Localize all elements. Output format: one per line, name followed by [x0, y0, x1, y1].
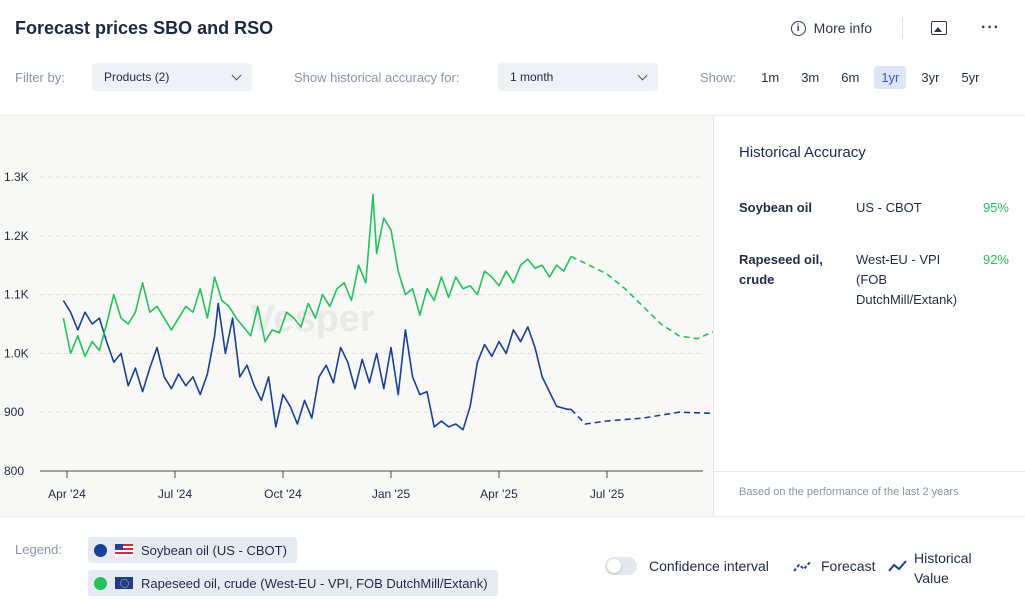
historical-accuracy-panel: Historical Accuracy Soybean oil US - CBO…: [713, 115, 1025, 516]
legend: Legend: Soybean oil (US - CBOT) Rapeseed…: [0, 516, 1025, 604]
series-color-dot: [94, 543, 107, 557]
x-tick-label: Jan '25: [372, 487, 411, 501]
accuracy-product: Soybean oil: [739, 200, 812, 215]
legend-item-label: Rapeseed oil, crude (West-EU - VPI, FOB …: [141, 575, 488, 591]
filter-row: Filter by: Products (2) Show historical …: [15, 63, 1005, 91]
range-selector: 1m 3m 6m 1yr 3yr 5yr: [746, 65, 986, 89]
accuracy-select[interactable]: 1 month: [498, 63, 658, 91]
chevron-down-icon: [231, 70, 242, 80]
forecast-line-icon: [793, 560, 812, 572]
eu-flag-icon: [115, 577, 133, 589]
confidence-interval-label: Confidence interval: [649, 558, 769, 574]
accuracy-product: Rapeseed oil, crude: [739, 252, 823, 287]
y-tick-label: 900: [4, 405, 24, 419]
range-button-3yr[interactable]: 3yr: [921, 69, 940, 85]
top-actions: i More info ···: [790, 18, 1000, 38]
info-icon: i: [790, 20, 806, 36]
accuracy-exchange: West-EU - VPI (FOB DutchMill/Extank): [856, 252, 958, 307]
range-button-5yr[interactable]: 5yr: [961, 69, 980, 85]
legend-item-rapeseed[interactable]: Rapeseed oil, crude (West-EU - VPI, FOB …: [88, 570, 498, 596]
y-tick-label: 1.2K: [4, 229, 29, 243]
series-historical-line-1: [62, 193, 572, 358]
x-tick-label: Jul '24: [158, 487, 193, 501]
accuracy-label: Show historical accuracy for:: [294, 69, 460, 85]
historical-value-label: Historical Value: [914, 550, 972, 586]
page-title: Forecast prices SBO and RSO: [15, 18, 274, 38]
accuracy-percent: 95%: [982, 200, 1009, 215]
range-button-1m[interactable]: 1m: [761, 69, 780, 85]
forecast-label: Forecast: [821, 558, 876, 574]
x-tick-label: Oct '24: [264, 487, 302, 501]
y-tick-label: 1.1K: [4, 288, 29, 302]
accuracy-footnote: Based on the performance of the last 2 y…: [714, 471, 1025, 498]
legend-item-soybean[interactable]: Soybean oil (US - CBOT): [88, 537, 297, 563]
show-label: Show:: [700, 69, 737, 85]
historical-line-icon: [888, 560, 907, 572]
accuracy-row: Soybean oil US - CBOT 95%: [739, 198, 1009, 218]
range-button-6m[interactable]: 6m: [841, 69, 860, 85]
more-info-label: More info: [813, 20, 873, 36]
image-icon[interactable]: [931, 21, 948, 35]
series-color-dot: [94, 576, 107, 590]
y-tick-label: 1.0K: [4, 346, 29, 360]
watermark: Vesper: [250, 298, 375, 340]
accuracy-title: Historical Accuracy: [739, 144, 866, 161]
chevron-down-icon: [637, 70, 648, 80]
legend-label: Legend:: [15, 542, 62, 557]
price-chart: 800 900 1.0K 1.1K 1.2K 1.3K Apr '24 Jul '24 Oct …: [0, 116, 744, 517]
series-forecast-line-1: [570, 255, 744, 340]
range-button-1yr[interactable]: 1yr: [874, 65, 907, 89]
accuracy-percent: 92%: [982, 252, 1009, 267]
plot-background: [0, 116, 713, 517]
products-select-value: Products (2): [104, 70, 170, 84]
range-button-3m[interactable]: 3m: [801, 69, 820, 85]
y-tick-label: 800: [4, 464, 24, 478]
legend-item-label: Soybean oil (US - CBOT): [141, 542, 287, 558]
divider: [902, 18, 904, 38]
products-select[interactable]: Products (2): [92, 63, 252, 91]
chart-area: 800 900 1.0K 1.1K 1.2K 1.3K Apr '24 Jul '24 Oct …: [0, 115, 744, 517]
us-flag-icon: [115, 544, 133, 556]
series-historical-line-0: [62, 300, 571, 431]
x-tick-label: Apr '25: [480, 487, 518, 501]
filter-by-label: Filter by:: [15, 69, 65, 85]
x-tick-label: Jul '25: [590, 487, 625, 501]
confidence-interval-toggle[interactable]: [605, 557, 637, 575]
more-horizontal-icon[interactable]: ···: [981, 19, 1000, 36]
accuracy-exchange: US - CBOT: [856, 200, 922, 215]
accuracy-select-value: 1 month: [510, 70, 554, 84]
accuracy-row: Rapeseed oil, crude West-EU - VPI (FOB D…: [739, 250, 1009, 310]
x-tick-label: Apr '24: [48, 487, 86, 501]
y-tick-label: 1.3K: [4, 170, 29, 184]
more-info-button[interactable]: i More info: [790, 20, 902, 36]
